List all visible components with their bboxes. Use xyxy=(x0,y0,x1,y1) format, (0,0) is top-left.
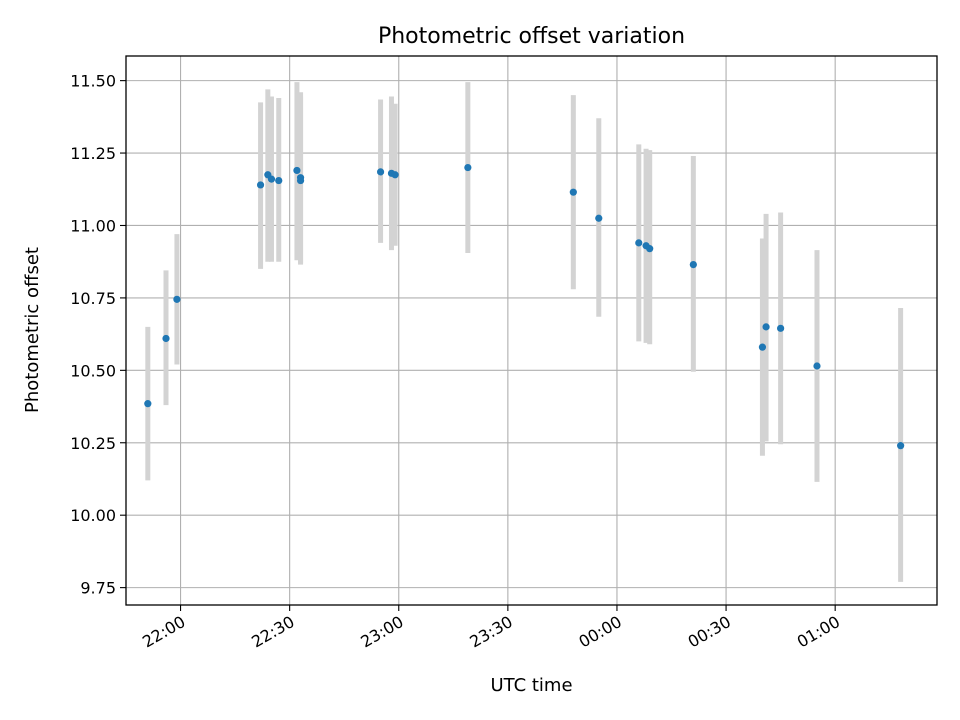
x-tick-label: 00:00 xyxy=(576,612,625,652)
data-point xyxy=(296,176,305,185)
y-axis-label: Photometric offset xyxy=(22,247,43,413)
data-point xyxy=(391,171,399,179)
error-bars xyxy=(145,82,904,582)
x-tick-label: 00:30 xyxy=(685,612,734,652)
x-tick-label: 22:30 xyxy=(248,612,297,652)
data-points xyxy=(144,163,905,450)
data-point xyxy=(897,442,905,450)
x-tick-label: 23:30 xyxy=(466,612,515,652)
y-tick-label: 11.25 xyxy=(70,144,116,163)
y-tick-label: 11.50 xyxy=(70,72,116,91)
x-tick-label: 01:00 xyxy=(794,612,843,652)
x-tick-label: 23:00 xyxy=(357,612,406,652)
data-point xyxy=(464,163,472,172)
data-point xyxy=(376,168,385,176)
y-tick-label: 10.50 xyxy=(70,361,116,380)
data-point xyxy=(595,214,603,222)
x-tick-label: 22:00 xyxy=(139,612,188,652)
data-point xyxy=(813,362,821,370)
data-point xyxy=(689,260,697,269)
data-point xyxy=(144,400,152,408)
x-axis-label: UTC time xyxy=(490,675,572,696)
y-tick-label: 10.25 xyxy=(70,434,116,453)
data-point xyxy=(777,324,785,332)
data-point xyxy=(758,343,767,351)
y-tick-label: 10.00 xyxy=(70,506,116,525)
chart-title: Photometric offset variation xyxy=(378,24,685,49)
data-point xyxy=(762,323,770,331)
data-point xyxy=(293,166,301,175)
data-point xyxy=(275,176,283,185)
y-tick-label: 10.75 xyxy=(70,289,116,308)
data-point xyxy=(256,181,265,189)
data-point xyxy=(569,188,577,196)
y-tick-label: 9.75 xyxy=(80,579,116,598)
axis-ticks: 9.75 10.00 10.25 10.50 10.75 11.00 11.25 11.50 2… xyxy=(70,72,843,652)
data-point xyxy=(162,334,170,343)
data-point xyxy=(635,239,643,247)
data-point xyxy=(646,245,654,253)
data-point xyxy=(267,175,276,183)
plot-frame xyxy=(125,55,938,606)
y-tick-label: 11.00 xyxy=(70,216,116,235)
data-point xyxy=(173,295,181,303)
